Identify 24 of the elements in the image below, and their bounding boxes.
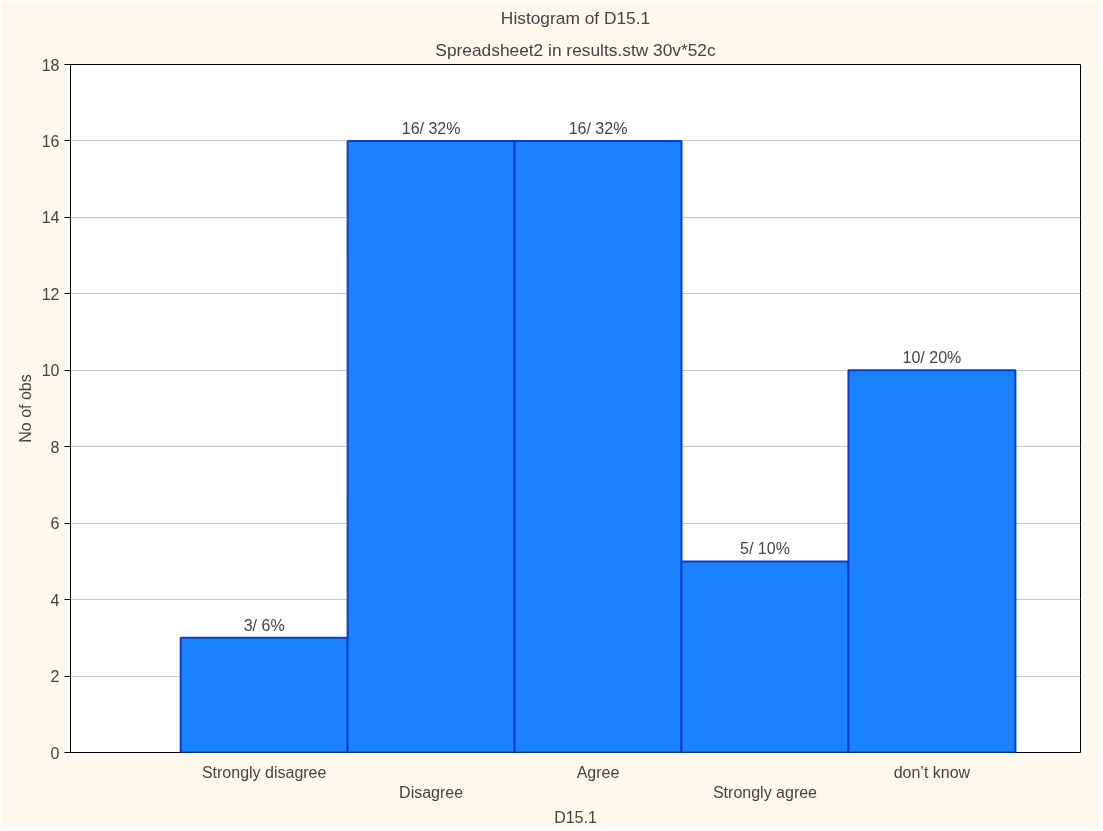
data-label: 16/ 32%: [568, 119, 628, 137]
y-tick-label: 16: [41, 132, 60, 150]
y-tick-label: 2: [50, 668, 60, 686]
y-tick-label: 10: [41, 362, 60, 380]
y-tick-label: 4: [50, 591, 60, 609]
y-axis-title: No of obs: [16, 374, 34, 443]
y-tick-label: 18: [41, 56, 60, 74]
data-label: 10/ 20%: [902, 349, 962, 367]
chart-subtitle: Spreadsheet2 in results.stw 30v*52c: [435, 39, 716, 60]
x-tick-label: don’t know: [893, 763, 971, 781]
chart-title: Histogram of D15.1: [500, 7, 651, 28]
x-tick-label: Strongly disagree: [201, 763, 327, 781]
y-tick-label: 12: [41, 285, 60, 303]
x-tick-label: Disagree: [399, 783, 464, 801]
x-tick-label: Agree: [576, 763, 620, 781]
y-tick-label: 14: [41, 209, 60, 227]
y-tick-label: 6: [50, 515, 60, 533]
y-tick-label: 8: [50, 438, 60, 456]
data-label: 16/ 32%: [401, 119, 461, 137]
data-label: 5/ 10%: [740, 540, 790, 558]
x-axis-title: D15.1: [554, 808, 597, 826]
y-tick-label: 0: [50, 744, 60, 762]
x-tick-label: Strongly agree: [712, 783, 818, 801]
data-label: 3/ 6%: [243, 616, 285, 634]
